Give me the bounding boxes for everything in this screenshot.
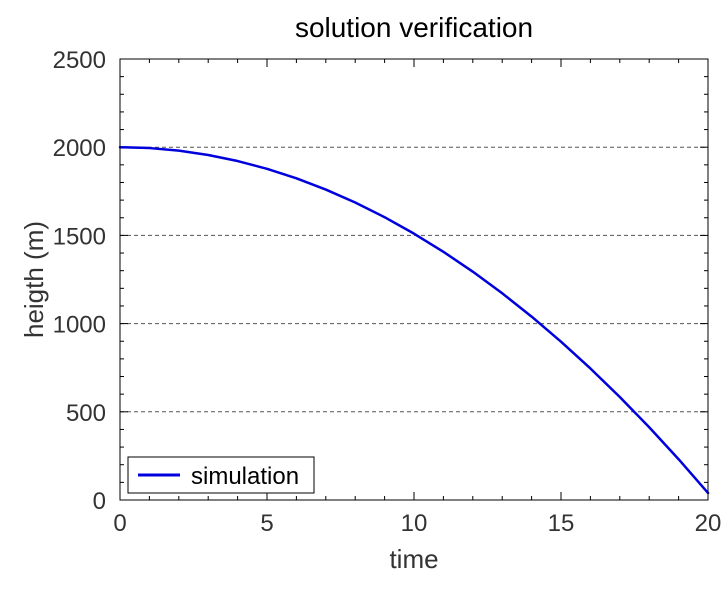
x-tick-label-15: 15: [548, 510, 575, 537]
x-tick-label-10: 10: [401, 510, 428, 537]
y-tick-label-2500: 2500: [53, 47, 106, 74]
series-line-simulation: [118, 145, 710, 495]
y-tick-label-1500: 1500: [53, 223, 106, 250]
y-tick-labels: 0 500 1000 1500 2000 2500: [53, 47, 106, 515]
major-ticks: [119, 58, 709, 501]
y-tick-label-1000: 1000: [53, 312, 106, 339]
y-tick-label-0: 0: [93, 488, 106, 515]
legend: simulation: [127, 456, 315, 494]
chart-title: solution verification: [295, 12, 533, 43]
x-axis-title: time: [389, 544, 438, 574]
x-tick-label-20: 20: [695, 510, 722, 537]
x-tick-labels: 0 5 10 15 20: [113, 510, 721, 537]
y-tick-label-500: 500: [66, 400, 106, 427]
y-axis-title: heigth (m): [19, 221, 49, 338]
plot-frame: [119, 58, 709, 501]
legend-label-simulation: simulation: [191, 463, 299, 490]
x-tick-label-0: 0: [113, 510, 126, 537]
x-tick-label-5: 5: [260, 510, 273, 537]
grid-lines: [120, 146, 708, 413]
y-tick-label-2000: 2000: [53, 135, 106, 162]
minor-ticks: [120, 59, 708, 500]
series-group: [118, 145, 710, 495]
